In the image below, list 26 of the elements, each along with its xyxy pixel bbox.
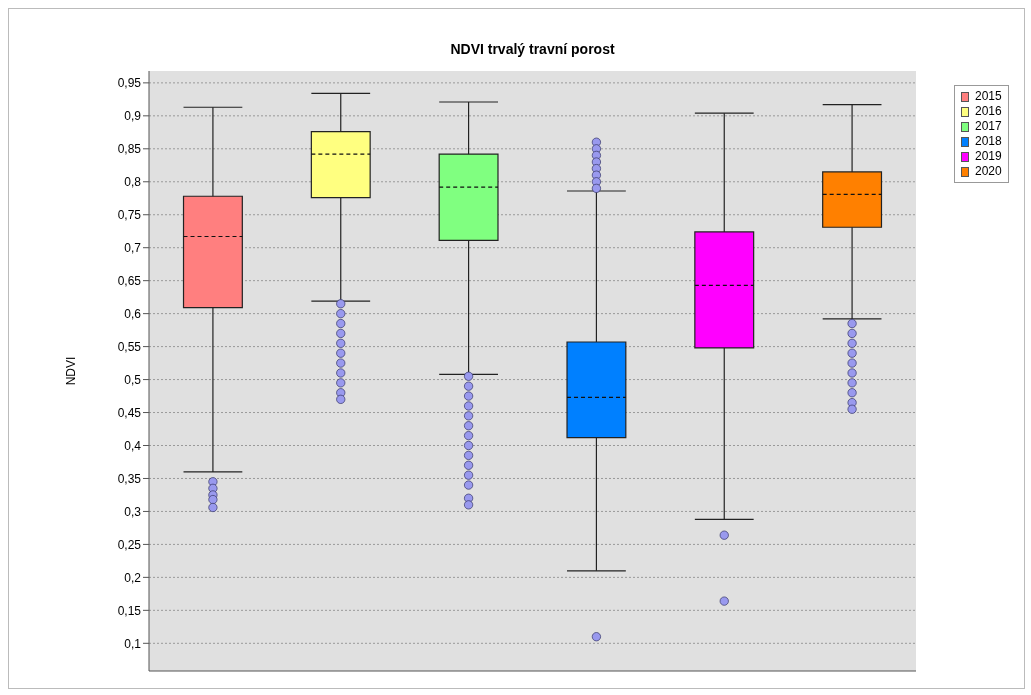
- y-tick-label: 0,65: [117, 273, 142, 288]
- legend-label: 2018: [975, 134, 1002, 149]
- y-tick-label: 0,6: [124, 306, 142, 321]
- y-tick-label: 0,35: [117, 471, 142, 486]
- y-tick-label: 0,7: [124, 240, 142, 255]
- y-tick-label: 0,5: [124, 372, 142, 387]
- y-tick-label: 0,1: [124, 636, 142, 651]
- y-tick-label: 0,3: [124, 504, 142, 519]
- y-tick-label: 0,25: [117, 537, 142, 552]
- y-tick-label: 0,45: [117, 405, 142, 420]
- y-tick-label: 0,2: [124, 570, 142, 585]
- legend-label: 2016: [975, 104, 1002, 119]
- y-tick-label: 0,15: [117, 603, 142, 618]
- y-tick-label: 0,8: [124, 175, 142, 190]
- legend-label: 2019: [975, 149, 1002, 164]
- y-tick-label: 0,9: [124, 109, 142, 124]
- y-tick-label: 0,95: [117, 76, 142, 91]
- y-tick-label: 0,85: [117, 142, 142, 157]
- legend-label: 2020: [975, 164, 1002, 179]
- y-axis-title: NDVI: [64, 356, 79, 386]
- y-tick-label: 0,75: [117, 208, 142, 222]
- legend-label: 2017: [975, 119, 1002, 134]
- chart-title: NDVI trvalý travní porost: [449, 41, 616, 57]
- legend-label: 2015: [975, 89, 1002, 104]
- y-tick-label: 0,55: [117, 339, 142, 354]
- y-tick-label: 0,4: [124, 438, 142, 453]
